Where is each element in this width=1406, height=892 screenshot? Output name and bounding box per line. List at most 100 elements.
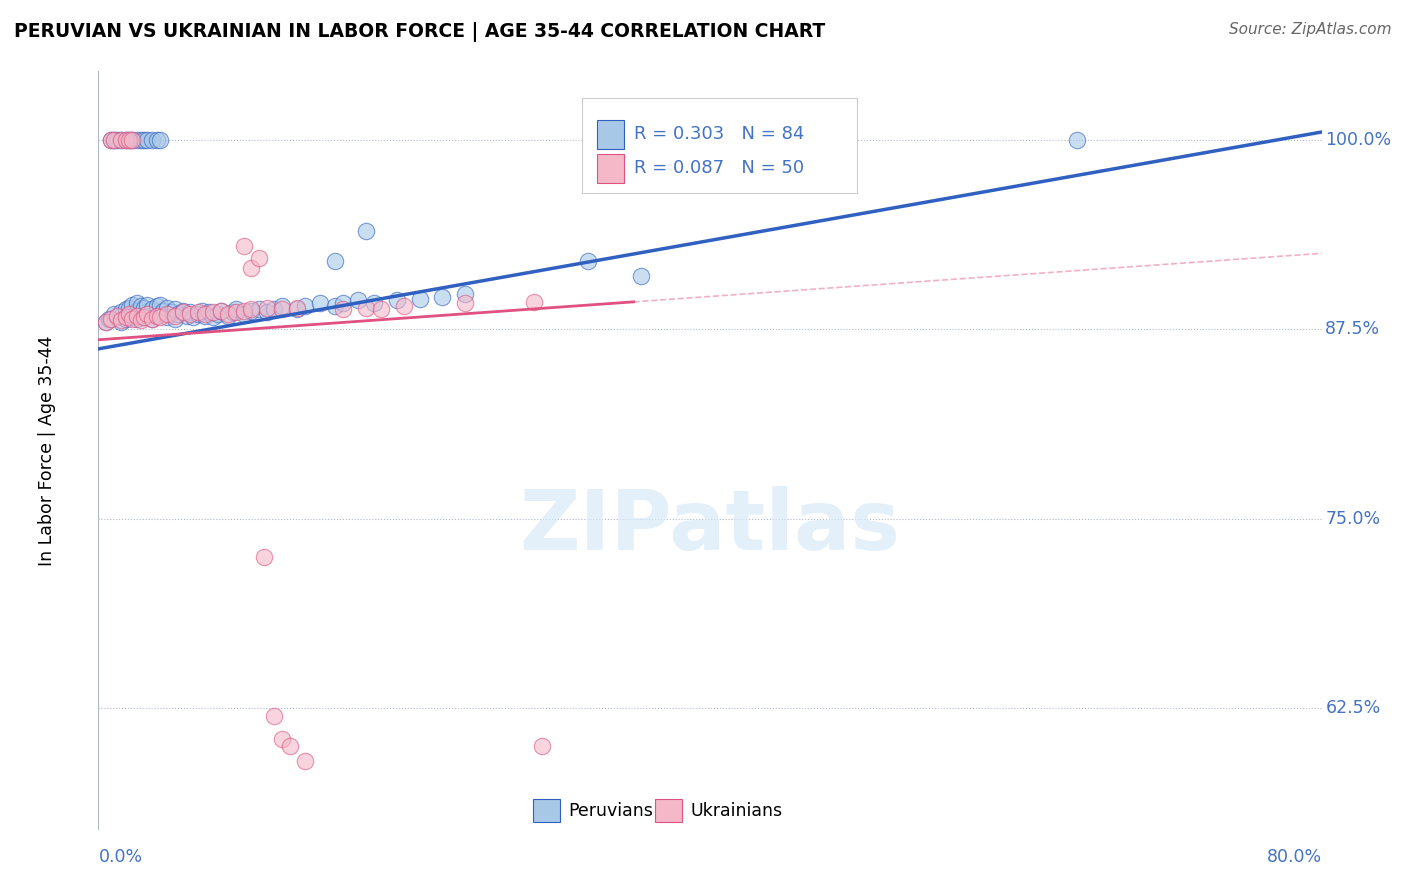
Text: 87.5%: 87.5% [1326, 320, 1381, 338]
Point [332, 302, 354, 317]
Point [179, 307, 201, 321]
Point [294, 300, 316, 314]
Point [103, 133, 125, 147]
Point [141, 311, 163, 326]
Point [136, 298, 159, 312]
Point [134, 133, 156, 147]
FancyBboxPatch shape [533, 799, 560, 822]
Point [136, 307, 159, 321]
Point [121, 133, 143, 147]
Point [110, 133, 132, 147]
Point [121, 311, 143, 326]
Point [118, 133, 141, 147]
Point [94, 315, 117, 329]
Point [225, 302, 247, 317]
Point [240, 302, 263, 317]
Point [110, 133, 132, 147]
Point [105, 309, 128, 323]
Point [125, 311, 148, 326]
Text: 0.0%: 0.0% [98, 847, 142, 866]
Text: R = 0.303   N = 84: R = 0.303 N = 84 [634, 125, 804, 144]
Point [167, 307, 190, 321]
Point [202, 305, 225, 319]
Point [252, 549, 274, 564]
Text: ZIPatlas: ZIPatlas [520, 486, 900, 566]
Point [309, 296, 332, 310]
Point [149, 310, 172, 324]
Point [197, 305, 219, 319]
Point [247, 302, 270, 317]
Point [630, 269, 652, 284]
Point [125, 309, 148, 323]
Point [98, 311, 121, 326]
Text: R = 0.087   N = 50: R = 0.087 N = 50 [634, 160, 804, 178]
Point [576, 253, 599, 268]
Point [347, 293, 370, 308]
Point [225, 305, 247, 319]
Point [110, 313, 132, 327]
Point [149, 298, 172, 312]
Point [523, 294, 546, 309]
Text: Peruvians: Peruvians [568, 802, 652, 820]
Point [263, 302, 285, 317]
Point [187, 307, 209, 321]
Point [270, 300, 292, 314]
Point [134, 310, 156, 324]
Point [141, 133, 163, 147]
Point [149, 133, 172, 147]
Point [408, 292, 430, 306]
Point [156, 310, 179, 324]
Point [363, 296, 385, 310]
Point [256, 301, 278, 315]
Text: Source: ZipAtlas.com: Source: ZipAtlas.com [1229, 22, 1392, 37]
Point [325, 300, 347, 314]
Point [100, 311, 122, 326]
Point [118, 307, 141, 321]
Point [163, 309, 186, 323]
Point [294, 755, 316, 769]
Point [176, 309, 198, 323]
Point [209, 304, 232, 318]
Text: 100.0%: 100.0% [1326, 130, 1392, 149]
Text: Ukrainians: Ukrainians [690, 802, 783, 820]
Point [354, 301, 377, 315]
Point [263, 709, 285, 723]
Point [187, 305, 209, 319]
Point [232, 307, 254, 321]
Point [530, 739, 553, 754]
Point [125, 133, 148, 147]
Point [141, 302, 163, 317]
Point [332, 296, 354, 310]
Point [136, 307, 159, 321]
Point [285, 301, 308, 315]
Point [115, 310, 138, 324]
Text: In Labor Force | Age 35-44: In Labor Force | Age 35-44 [38, 335, 56, 566]
Point [118, 310, 141, 324]
Point [100, 133, 122, 147]
Text: 75.0%: 75.0% [1326, 509, 1381, 528]
Point [100, 133, 122, 147]
Point [232, 238, 254, 253]
Text: 62.5%: 62.5% [1326, 699, 1381, 717]
Point [145, 309, 167, 323]
Point [278, 739, 301, 754]
Point [247, 251, 270, 265]
Point [121, 307, 143, 321]
FancyBboxPatch shape [655, 799, 682, 822]
Point [103, 133, 125, 147]
Point [118, 133, 141, 147]
Point [149, 307, 172, 321]
Point [125, 304, 148, 318]
Point [103, 307, 125, 321]
Text: PERUVIAN VS UKRAINIAN IN LABOR FORCE | AGE 35-44 CORRELATION CHART: PERUVIAN VS UKRAINIAN IN LABOR FORCE | A… [14, 22, 825, 42]
Point [134, 310, 156, 324]
Point [179, 305, 201, 319]
Point [145, 309, 167, 323]
Point [194, 309, 217, 323]
Point [240, 304, 263, 318]
Point [270, 731, 292, 746]
Point [160, 305, 183, 319]
Point [217, 309, 239, 323]
Point [129, 313, 152, 327]
FancyBboxPatch shape [582, 98, 856, 193]
